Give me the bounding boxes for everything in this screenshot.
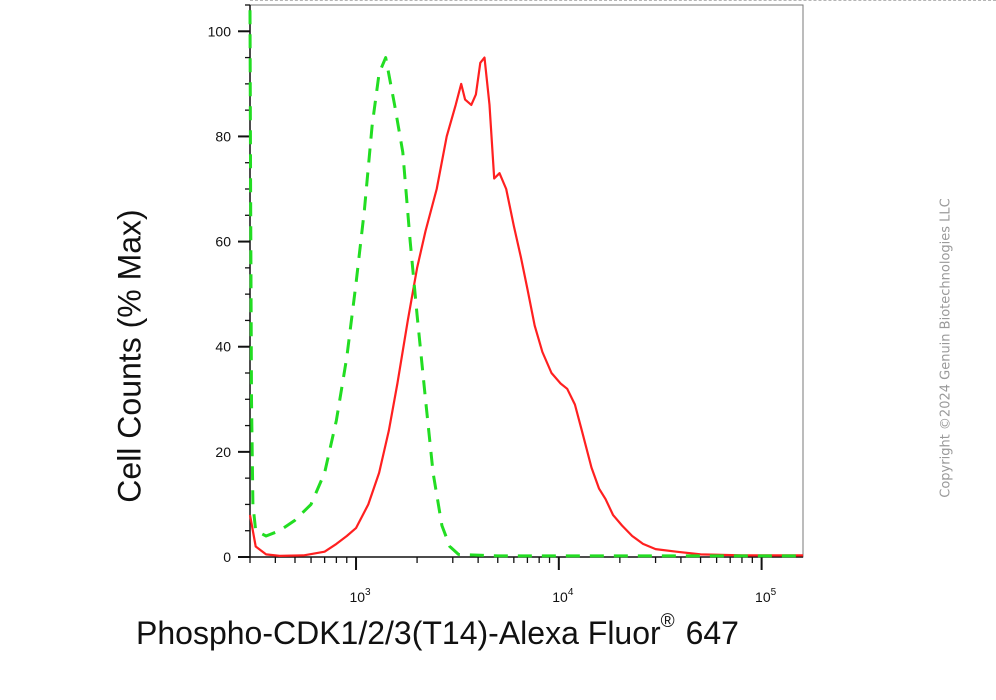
x-axis-label-suffix: 647 bbox=[685, 615, 739, 651]
y-tick-label: 0 bbox=[223, 549, 231, 565]
x-tick-label: 104 bbox=[552, 587, 574, 605]
x-tick-label: 105 bbox=[755, 587, 777, 605]
x-axis-label: Phospho-CDK1/2/3(T14)-Alexa Fluor® 647 bbox=[136, 611, 739, 652]
x-axis: 103 104 105 bbox=[249, 556, 803, 605]
series-layer bbox=[248, 10, 803, 558]
sample-histogram-line bbox=[248, 56, 803, 557]
x-tick-label: 103 bbox=[349, 587, 371, 605]
registered-mark: ® bbox=[660, 611, 675, 632]
x-axis-label-text: Phospho-CDK1/2/3(T14)-Alexa Fluor bbox=[136, 615, 661, 651]
y-tick-label: 100 bbox=[208, 23, 232, 39]
copyright-watermark: Copyright ©2024 Genuin Biotechnologies L… bbox=[938, 198, 954, 498]
y-tick-label: 40 bbox=[215, 339, 231, 355]
y-tick-label: 20 bbox=[215, 444, 231, 460]
top-dashed-border bbox=[250, 0, 996, 1]
y-axis: 0 20 40 60 80 100 bbox=[208, 4, 251, 565]
y-tick-label: 60 bbox=[215, 234, 231, 250]
y-axis-label: Cell Counts (% Max) bbox=[111, 209, 148, 503]
y-tick-label: 80 bbox=[215, 128, 231, 144]
